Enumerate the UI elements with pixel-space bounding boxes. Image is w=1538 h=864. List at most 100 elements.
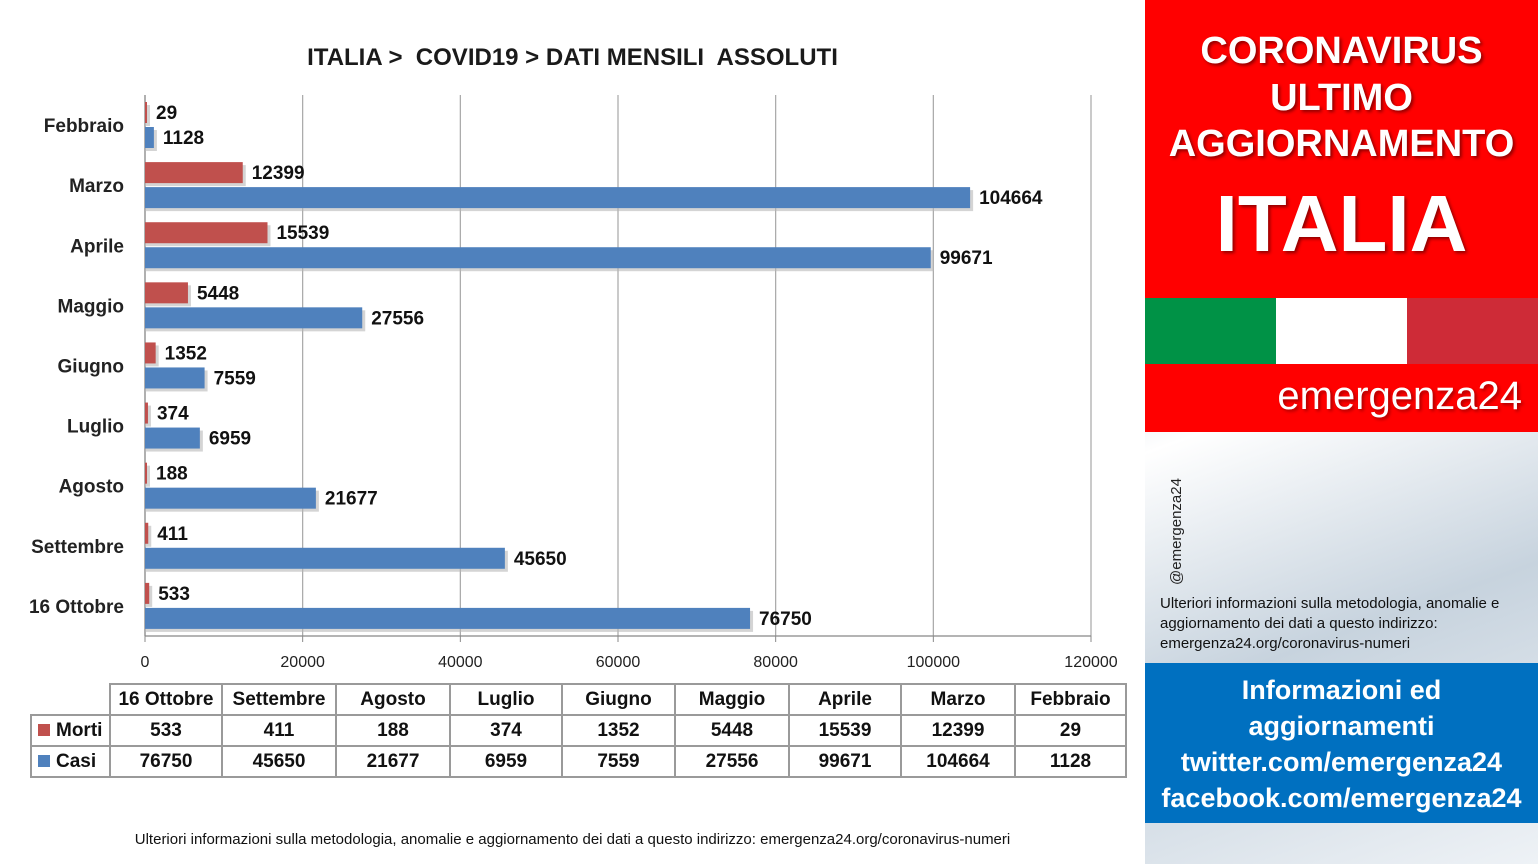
bar-shadow (145, 405, 151, 427)
x-tick-label: 100000 (907, 654, 960, 671)
bar-morti (145, 162, 243, 184)
brand-name: emergenza24 (1277, 374, 1522, 418)
x-tick-label: 40000 (438, 654, 483, 671)
table-header-cell: Maggio (674, 683, 790, 716)
headline-line-3: AGGIORNAMENTO (1168, 123, 1515, 165)
bar-casi (145, 307, 363, 329)
data-label: 29 (156, 103, 177, 124)
bar-casi (145, 427, 200, 449)
data-label: 188 (156, 464, 188, 485)
headline-country: ITALIA (1215, 179, 1468, 268)
table-cell: 5448 (674, 714, 790, 747)
twitter-link[interactable]: twitter.com/emergenza24 (1180, 747, 1503, 777)
data-table: 16 Ottobre Settembre Agosto Luglio Giugn… (30, 683, 1127, 778)
x-tick-label: 120000 (1064, 654, 1117, 671)
bar-casi (145, 367, 205, 389)
bar-shadow (145, 105, 150, 126)
table-cell: 76750 (109, 745, 223, 778)
table-cell: 533 (109, 714, 223, 747)
data-label: 533 (158, 584, 190, 605)
table-header-cell: Luglio (449, 683, 563, 716)
legend-swatch-casi (38, 755, 50, 768)
data-label: 99671 (940, 248, 993, 269)
table-cell: 1352 (561, 714, 676, 747)
flag-stripe-red (1407, 298, 1538, 364)
bar-casi (145, 547, 505, 569)
brand-bar: emergenza24 (1145, 364, 1538, 432)
category-label: Luglio (67, 417, 124, 438)
table-cell: 7559 (561, 745, 676, 778)
category-label: Aprile (70, 236, 124, 257)
data-label: 6959 (209, 429, 251, 450)
x-tick-label: 0 (141, 654, 150, 671)
category-label: Settembre (31, 537, 124, 558)
data-label: 5448 (197, 283, 239, 304)
bar-morti (145, 582, 150, 604)
flag-stripe-green (1145, 298, 1276, 364)
table-cell: 104664 (900, 745, 1016, 778)
bar-casi (145, 607, 751, 629)
data-label: 411 (157, 524, 188, 545)
table-cell: 1128 (1014, 745, 1127, 778)
table-header-cell: Agosto (335, 683, 451, 716)
table-cell: 21677 (335, 745, 451, 778)
table-cell: 374 (449, 714, 563, 747)
table-cell: 27556 (674, 745, 790, 778)
table-cell: 12399 (900, 714, 1016, 747)
bar-casi (145, 187, 971, 209)
legend-label-morti: Morti (56, 719, 103, 741)
bar-morti (145, 462, 147, 484)
bar-morti (145, 222, 268, 244)
info-box: Informazioni ed aggiornamenti twitter.co… (1145, 663, 1538, 823)
bar-morti (145, 342, 156, 364)
x-tick-label: 80000 (753, 654, 798, 671)
bar-casi (145, 487, 316, 509)
table-header-cell: 16 Ottobre (109, 683, 223, 716)
info-line-1: Informazioni ed (1241, 675, 1442, 705)
category-label: Giugno (58, 357, 124, 378)
table-cell: 188 (335, 714, 451, 747)
bar-morti (145, 282, 188, 304)
italian-flag (1145, 298, 1538, 364)
table-header-cell: Marzo (900, 683, 1016, 716)
table-cell: 411 (221, 714, 337, 747)
x-tick-label: 60000 (596, 654, 641, 671)
table-cell: 99671 (788, 745, 902, 778)
social-handle-text: @emergenza24 (1168, 478, 1185, 585)
table-row-casi: Casi 76750 45650 21677 6959 7559 27556 9… (30, 745, 1127, 778)
table-header-row: 16 Ottobre Settembre Agosto Luglio Giugn… (31, 683, 1127, 716)
bar-morti (145, 402, 148, 424)
table-corner (31, 684, 111, 716)
legend-label-casi: Casi (56, 750, 97, 772)
data-label: 374 (157, 404, 189, 425)
social-handle: @emergenza24 (1168, 460, 1189, 585)
category-label: 16 Ottobre (29, 597, 124, 618)
sidebar: CORONAVIRUS ULTIMO AGGIORNAMENTO ITALIA … (1145, 0, 1538, 864)
bar-morti (145, 102, 147, 123)
legend-swatch-morti (38, 724, 50, 737)
table-header-cell: Giugno (561, 683, 676, 716)
facebook-link[interactable]: facebook.com/emergenza24 (1161, 783, 1522, 813)
footer-note: Ulteriori informazioni sulla metodologia… (134, 831, 1011, 848)
chart-panel: 0 20000 40000 60000 80000 100000 120000 Febbrai… (28, 44, 1127, 848)
category-label: Agosto (59, 477, 124, 498)
category-label: Marzo (69, 176, 124, 197)
bar-chart: 0 20000 40000 60000 80000 100000 120000 Febbrai… (29, 95, 1118, 671)
table-cell: 29 (1014, 714, 1127, 747)
data-label: 1128 (163, 128, 204, 149)
chart-title: ITALIA > COVID19 > DATI MENSILI ASSOLUTI (307, 44, 838, 71)
headline-line-2: ULTIMO (1270, 77, 1413, 119)
bar-shadow (145, 465, 150, 487)
data-label: 76750 (759, 609, 812, 630)
data-label: 12399 (252, 163, 305, 184)
category-label: Maggio (58, 296, 125, 317)
table-cell: 15539 (788, 714, 902, 747)
data-label: 1352 (165, 343, 207, 364)
table-cell: 45650 (221, 745, 337, 778)
data-label: 104664 (979, 188, 1043, 209)
data-label: 7559 (214, 368, 256, 389)
x-tick-label: 20000 (280, 654, 325, 671)
table-header-cell: Febbraio (1014, 683, 1127, 716)
bar-casi (145, 247, 931, 269)
bar-morti (145, 522, 149, 544)
